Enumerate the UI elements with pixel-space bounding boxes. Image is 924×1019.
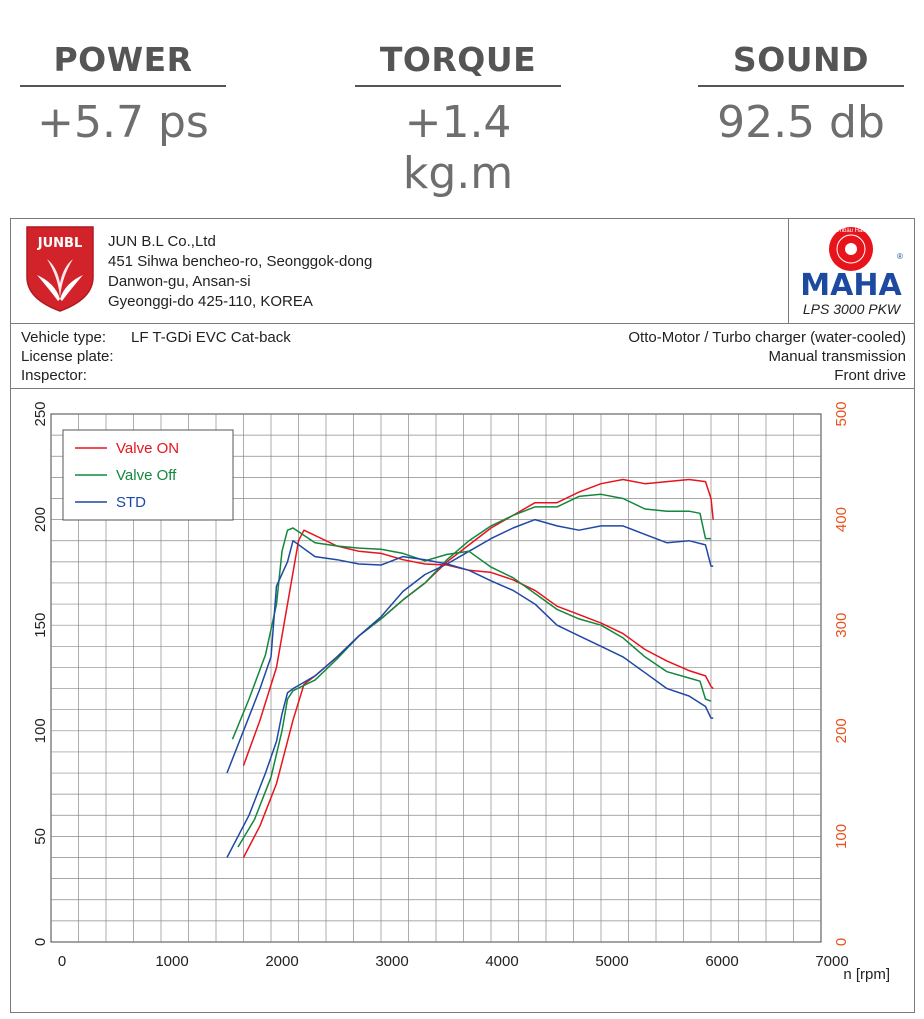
y-right-tick-label: 200 bbox=[833, 718, 850, 743]
x-tick-label: 3000 bbox=[375, 953, 408, 970]
maha-logo-box: Maschinenbau Haldenwang ® MAHA LPS 3000 … bbox=[788, 219, 914, 323]
x-tick-label: 4000 bbox=[485, 953, 518, 970]
info-row: License plate: Manual transmission bbox=[11, 347, 914, 366]
series-line-std-torque bbox=[226, 539, 714, 774]
x-tick-label: 7000 bbox=[815, 953, 848, 970]
legend-label: STD bbox=[116, 494, 146, 511]
y-left-tick-label: 0 bbox=[32, 938, 49, 946]
torque-value: +1.4 kg.m bbox=[402, 97, 514, 199]
chart-series bbox=[226, 478, 714, 858]
chart-ticks: 0 1000 2000 3000 4000 5000 6000 700005010015020… bbox=[32, 401, 890, 983]
maha-model: LPS 3000 PKW bbox=[802, 301, 901, 317]
x-tick-label: 5000 bbox=[595, 953, 628, 970]
y-left-tick-label: 200 bbox=[32, 507, 49, 532]
series-line-valve-off-torque bbox=[231, 527, 712, 740]
power-value: +5.7 ps bbox=[37, 97, 209, 148]
registered-mark: ® bbox=[897, 252, 903, 261]
series-line-std-power bbox=[226, 518, 714, 858]
legend-label: Valve ON bbox=[116, 440, 179, 457]
vehicle-info: Vehicle type: LF T-GDi EVC Cat-back Otto… bbox=[11, 324, 914, 389]
dyno-sheet: JUNBL JUN B.L Co.,Ltd 451 Sihwa bencheo-… bbox=[10, 218, 915, 1013]
maha-brand: MAHA bbox=[800, 268, 902, 301]
drive-type: Front drive bbox=[834, 367, 906, 384]
engine-type: Otto-Motor / Turbo charger (water-cooled… bbox=[628, 329, 906, 346]
torque-label: TORQUE bbox=[355, 40, 561, 87]
info-row: Inspector: Front drive bbox=[11, 366, 914, 385]
x-tick-label: 6000 bbox=[705, 953, 738, 970]
junbl-logo: JUNBL bbox=[26, 226, 94, 312]
company-line: Gyeonggi-do 425-110, KOREA bbox=[108, 293, 313, 310]
stats-row: POWER +5.7 ps TORQUE +1.4 kg.m SOUND 92.… bbox=[0, 0, 924, 200]
torque-stat: TORQUE +1.4 kg.m bbox=[355, 40, 561, 199]
inspector-label: Inspector: bbox=[21, 367, 87, 384]
company-line: JUN B.L Co.,Ltd bbox=[108, 233, 216, 250]
y-right-tick-label: 400 bbox=[833, 507, 850, 532]
company-address: JUN B.L Co.,Ltd 451 Sihwa bencheo-ro, Se… bbox=[108, 232, 372, 312]
power-stat: POWER +5.7 ps bbox=[20, 40, 226, 148]
x-tick-label: 1000 bbox=[155, 953, 188, 970]
maha-logo: Maschinenbau Haldenwang ® MAHA bbox=[800, 227, 903, 301]
gear-icon bbox=[845, 243, 857, 255]
info-row: Vehicle type: LF T-GDi EVC Cat-back Otto… bbox=[11, 328, 914, 347]
y-left-tick-label: 250 bbox=[32, 401, 49, 426]
y-right-tick-label: 100 bbox=[833, 824, 850, 849]
x-tick-label: 0 bbox=[58, 953, 66, 970]
logo-text: JUNBL bbox=[37, 236, 82, 251]
sheet-header: JUNBL JUN B.L Co.,Ltd 451 Sihwa bencheo-… bbox=[11, 219, 914, 324]
y-left-tick-label: 150 bbox=[32, 613, 49, 638]
y-right-tick-label: 300 bbox=[833, 613, 850, 638]
vehicle-type-value: LF T-GDi EVC Cat-back bbox=[131, 329, 291, 346]
sound-value: 92.5 db bbox=[717, 97, 885, 148]
legend-label: Valve Off bbox=[116, 467, 177, 484]
maha-ring-text: Maschinenbau Haldenwang bbox=[814, 228, 888, 234]
transmission: Manual transmission bbox=[768, 348, 906, 365]
company-line: Danwon-gu, Ansan-si bbox=[108, 273, 251, 290]
y-right-tick-label: 500 bbox=[833, 401, 850, 426]
license-plate-label: License plate: bbox=[21, 348, 114, 365]
chart-legend: Valve ON Valve Off STD bbox=[62, 429, 234, 521]
x-axis-label: n [rpm] bbox=[843, 966, 890, 983]
vehicle-type-label: Vehicle type: bbox=[21, 329, 107, 346]
sound-stat: SOUND 92.5 db bbox=[698, 40, 904, 148]
series-line-valve-off-power bbox=[237, 493, 711, 848]
company-line: 451 Sihwa bencheo-ro, Seonggok-dong bbox=[108, 253, 373, 270]
sound-label: SOUND bbox=[698, 40, 904, 87]
series-line-valve-on-power bbox=[242, 478, 714, 858]
x-tick-label: 2000 bbox=[265, 953, 298, 970]
power-label: POWER bbox=[20, 40, 226, 87]
y-right-tick-label: 0 bbox=[833, 938, 850, 946]
y-left-tick-label: 100 bbox=[32, 718, 49, 743]
y-left-tick-label: 50 bbox=[32, 828, 49, 845]
